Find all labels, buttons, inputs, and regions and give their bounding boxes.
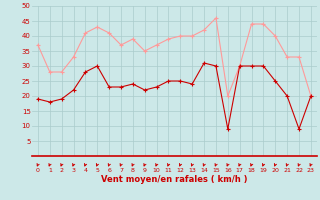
X-axis label: Vent moyen/en rafales ( km/h ): Vent moyen/en rafales ( km/h ) (101, 175, 248, 184)
